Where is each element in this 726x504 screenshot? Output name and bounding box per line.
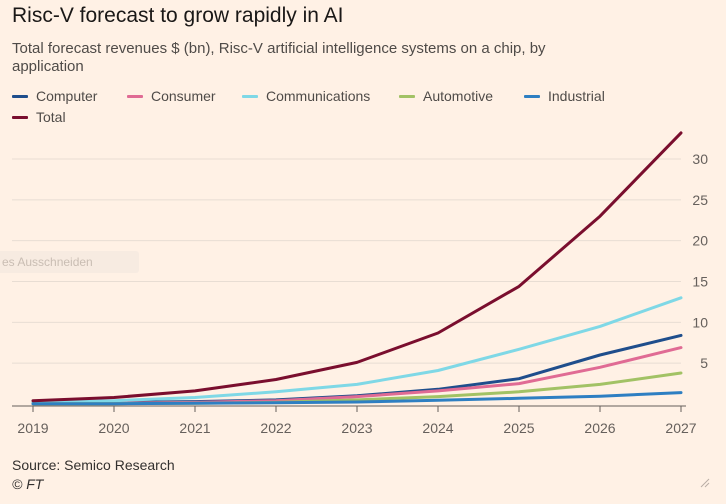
legend-label-consumer: Consumer [151,88,216,104]
legend-item-communications: Communications [242,88,370,104]
legend-label-automotive: Automotive [423,88,494,104]
y-tick-label: 5 [700,355,708,371]
legend-label-computer: Computer [36,88,98,104]
legend-item-industrial: Industrial [524,88,605,104]
legend-swatch-industrial [524,94,540,98]
series-line-total [31,131,683,403]
legend-swatch-automotive [399,94,415,98]
chart-title: Risc-V forecast to grow rapidly in AI [12,4,344,27]
x-tick-label: 2027 [665,420,696,436]
legend-swatch-total [12,115,28,119]
cut-tooltip-overlay: es Ausschneiden [0,251,139,273]
y-tick-label: 20 [692,233,708,249]
legend-swatch-consumer [127,94,143,98]
legend-swatch-communications [242,94,258,98]
legend-item-total: Total [12,109,66,125]
x-tick-label: 2022 [260,420,291,436]
x-tick-label: 2019 [17,420,48,436]
legend-swatch-computer [12,94,28,98]
x-tick-label: 2020 [98,420,129,436]
legend-label-communications: Communications [266,88,371,104]
x-tick-label: 2026 [584,420,615,436]
series-line-communications [31,296,683,404]
legend-label-total: Total [36,109,66,125]
y-tick-label: 25 [692,192,708,208]
y-tick-label: 30 [692,151,708,167]
resize-grip-icon[interactable] [700,478,710,488]
series-line-industrial [31,391,683,406]
y-tick-label: 10 [692,314,708,330]
legend-label-industrial: Industrial [548,88,605,104]
legend-item-computer: Computer [12,88,97,104]
legend-item-consumer: Consumer [127,88,216,104]
x-tick-label: 2021 [179,420,210,436]
legend-item-automotive: Automotive [399,88,493,104]
chart-subtitle: Total forecast revenues $ (bn), Risc-V a… [12,40,546,75]
source-note: Source: Semico Research [12,457,175,473]
x-tick-label: 2025 [503,420,534,436]
x-tick-label: 2023 [341,420,372,436]
copyright-note: © FT [12,476,44,492]
y-tick-label: 15 [692,274,708,290]
x-tick-label: 2024 [422,420,453,436]
